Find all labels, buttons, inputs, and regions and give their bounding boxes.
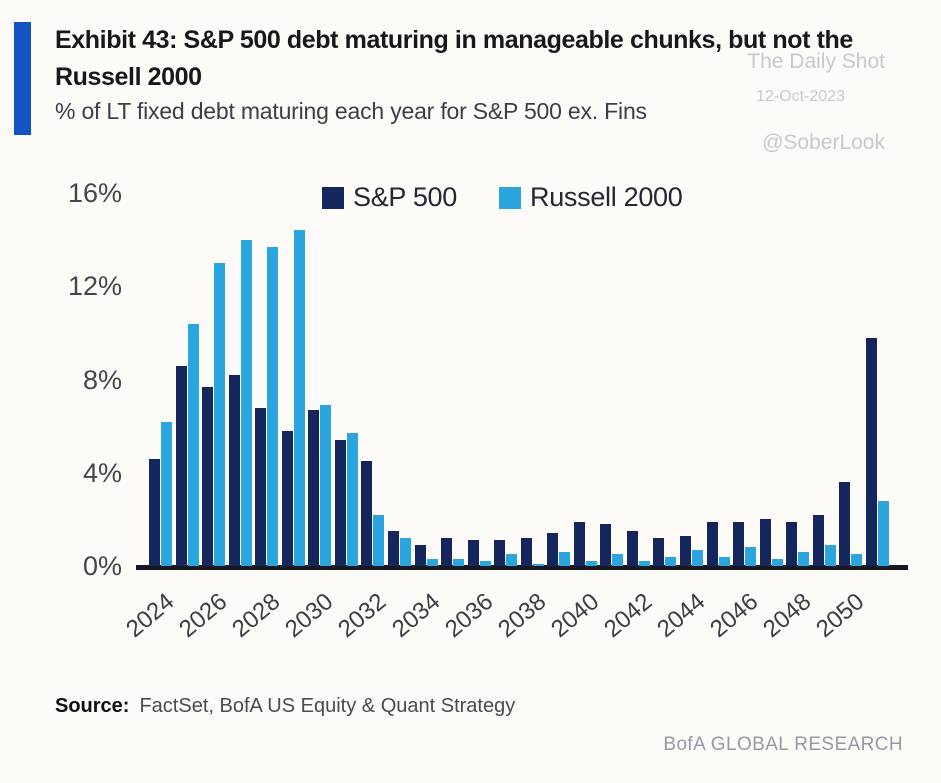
bar-russell2000-2047 [771,559,783,566]
bar-russell2000-2043 [665,556,677,566]
bar-russell2000-2048 [798,552,810,566]
bar-sp500-2029 [281,430,293,566]
bar-russell2000-2042 [638,561,650,566]
y-axis-tick-4: 4% [82,457,122,488]
bar-russell2000-2037 [506,554,518,566]
bar-russell2000-2026 [214,263,226,566]
x-axis-line [136,565,908,570]
bar-russell2000-2024 [161,421,172,566]
bar-sp500-2044 [680,535,691,566]
watermark-date: 12-Oct-2023 [756,88,845,105]
bar-russell2000-2035 [453,559,465,566]
bar-russell2000-2050 [851,554,863,566]
bar-russell2000-2039 [559,552,571,566]
bar-russell2000-2029 [293,230,305,566]
bar-sp500-2036 [467,540,479,566]
y-axis-tick-16: 16% [67,178,122,209]
bar-russell2000-2041 [612,554,624,566]
watermark-soberlook: @SoberLook [762,131,885,154]
bar-sp500-2041 [600,524,612,566]
legend-item-russell2000: Russell 2000 [499,182,683,213]
title-accent-bar [14,22,31,135]
exhibit-title-line1: Exhibit 43: S&P 500 debt maturing in man… [55,26,853,54]
bar-sp500-2035 [441,538,453,566]
bar-russell2000-2031 [346,433,358,566]
exhibit-title: Exhibit 43: S&P 500 debt maturing in man… [55,22,925,96]
bar-sp500-2039 [547,533,559,566]
bar-sp500-2049 [812,514,824,566]
bar-sp500-2047 [759,519,771,566]
y-axis-tick-0: 0% [82,551,122,581]
bar-sp500-2038 [520,538,532,566]
bar-russell2000-2044 [692,549,703,566]
bar-sp500-2026 [202,386,214,566]
bar-sp500-2046 [733,521,745,566]
bar-sp500-2037 [494,540,506,566]
y-axis-tick-8: 8% [82,364,122,395]
bar-russell2000-2027 [240,239,252,566]
bar-russell2000-2049 [824,545,836,566]
legend-item-sp500: S&P 500 [322,182,457,213]
bar-russell2000-2034 [426,559,438,566]
bar-sp500-2040 [573,521,585,566]
watermark-daily-shot: The Daily Shot [747,50,885,73]
bar-russell2000-2025 [187,323,199,566]
bar-sp500-2051 [865,337,877,566]
bar-russell2000-2028 [267,246,279,566]
source-label: Source: [55,695,130,717]
bar-sp500-2027 [228,374,240,566]
bar-sp500-2045 [706,521,718,566]
legend: S&P 500 Russell 2000 [322,182,683,213]
bar-russell2000-2036 [479,561,491,566]
bar-russell2000-2030 [320,405,332,566]
legend-label-russell2000: Russell 2000 [530,182,683,212]
legend-label-sp500: S&P 500 [353,182,457,212]
exhibit-title-line2: Russell 2000 [55,63,202,91]
bar-russell2000-2045 [718,556,730,566]
bar-russell2000-2038 [532,563,544,566]
bofa-global-research-label: BofA GLOBAL RESEARCH [663,734,903,755]
y-axis-tick-12: 12% [67,271,122,302]
source-line: Source: FactSet, BofA US Equity & Quant S… [55,695,515,718]
bar-sp500-2032 [361,461,373,566]
sp500-swatch-icon [322,186,344,209]
russell2000-swatch-icon [499,186,521,209]
bar-sp500-2028 [255,407,267,566]
bar-sp500-2025 [175,365,187,566]
bar-russell2000-2040 [585,561,597,566]
bar-sp500-2043 [653,538,665,566]
bar-sp500-2034 [414,545,426,566]
chart-subtitle: % of LT fixed debt maturing each year fo… [55,98,647,124]
bar-sp500-2050 [839,482,851,566]
bar-russell2000-2051 [877,500,889,566]
bar-sp500-2024 [149,458,160,566]
source-text: FactSet, BofA US Equity & Quant Strategy [139,695,516,717]
bar-sp500-2042 [626,531,638,566]
bar-sp500-2048 [786,521,798,566]
bar-russell2000-2033 [399,538,411,566]
bar-russell2000-2032 [373,514,385,566]
bar-sp500-2030 [308,409,320,566]
bar-sp500-2033 [387,531,399,566]
bar-russell2000-2046 [745,547,757,566]
bar-sp500-2031 [334,440,346,566]
